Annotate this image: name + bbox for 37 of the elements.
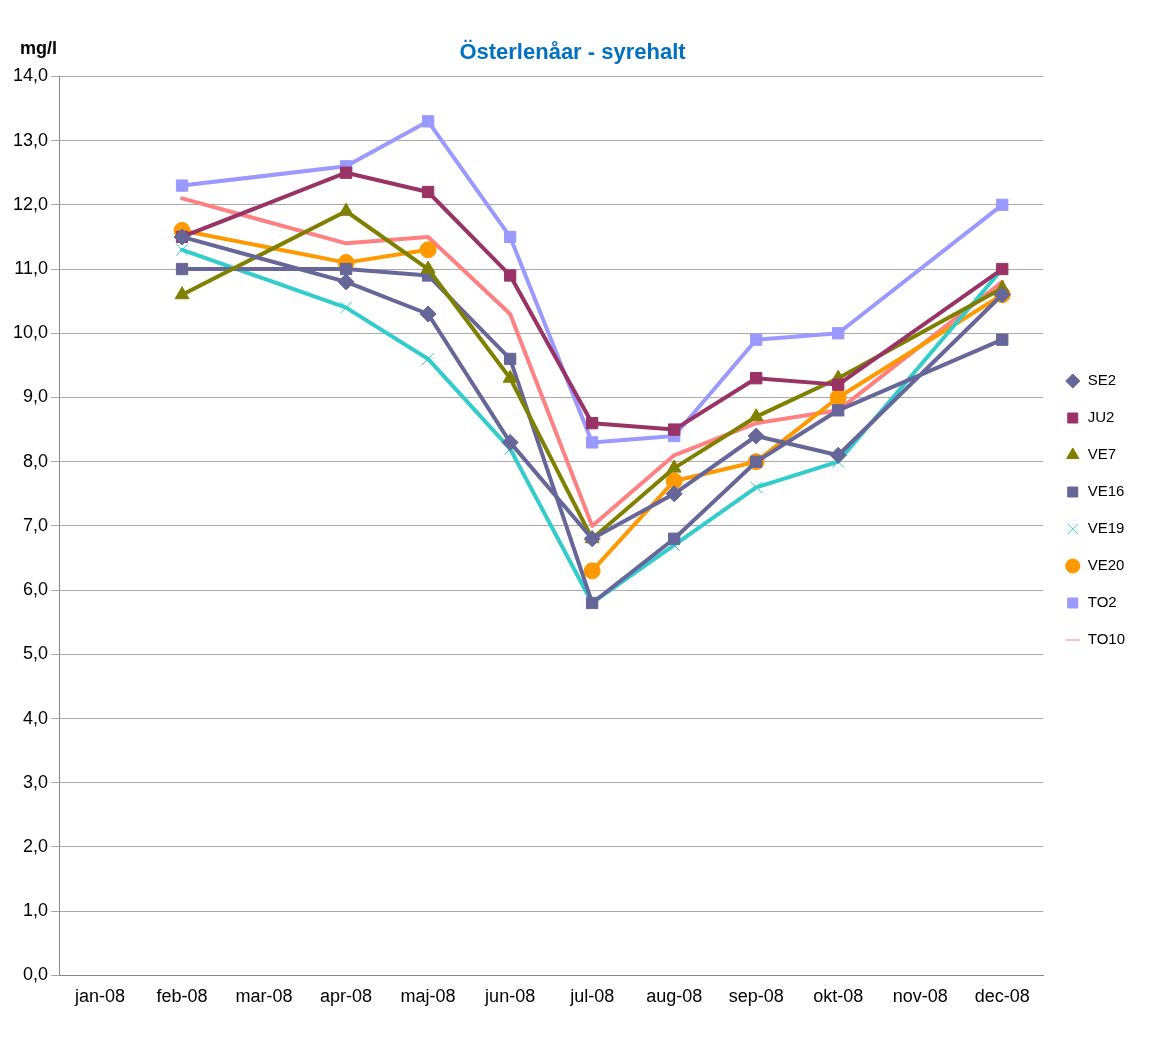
x-tick-label: feb-08 [156, 986, 208, 1007]
y-axis-title: mg/l [20, 38, 58, 59]
x-tick-label: apr-08 [320, 986, 373, 1007]
y-tick-label: 6,0 [23, 579, 49, 600]
x-tick-label: nov-08 [892, 986, 948, 1007]
y-tick-label: 11,0 [14, 258, 49, 279]
x-tick-label: aug-08 [646, 986, 703, 1007]
x-tick-label: dec-08 [974, 986, 1030, 1007]
x-tick-label: mar-08 [235, 986, 293, 1007]
legend-label: TO10 [1087, 630, 1126, 648]
y-tick-label: 1,0 [23, 900, 49, 921]
x-tick-label: sep-08 [728, 986, 784, 1007]
legend-label: SE2 [1087, 371, 1117, 389]
x-tick-label: okt-08 [813, 986, 864, 1007]
y-tick-label: 0,0 [23, 964, 49, 985]
y-tick-label: 8,0 [23, 450, 49, 471]
y-tick-label: 9,0 [23, 386, 49, 407]
y-tick-label: 12,0 [12, 193, 49, 214]
legend-label: TO2 [1087, 593, 1117, 611]
x-tick-label: jan-08 [74, 986, 126, 1007]
x-tick-label: jun-08 [484, 986, 536, 1007]
y-tick-label: 10,0 [12, 322, 49, 343]
chart-title: Österlenåar - syrehalt [459, 39, 687, 65]
legend-label: VE16 [1087, 482, 1125, 500]
y-tick-label: 2,0 [23, 835, 49, 856]
legend-label: VE19 [1087, 519, 1125, 537]
x-tick-label: maj-08 [400, 986, 456, 1007]
legend-label: VE20 [1087, 556, 1125, 574]
legend-label: VE7 [1087, 445, 1117, 463]
y-tick-label: 14,0 [12, 65, 49, 86]
y-tick-label: 4,0 [23, 707, 49, 728]
y-tick-label: 5,0 [23, 643, 49, 664]
legend-label: JU2 [1087, 408, 1115, 426]
y-tick-label: 3,0 [23, 771, 49, 792]
y-tick-label: 7,0 [23, 514, 49, 535]
y-tick-label: 13,0 [12, 129, 49, 150]
x-tick-label: jul-08 [569, 986, 615, 1007]
